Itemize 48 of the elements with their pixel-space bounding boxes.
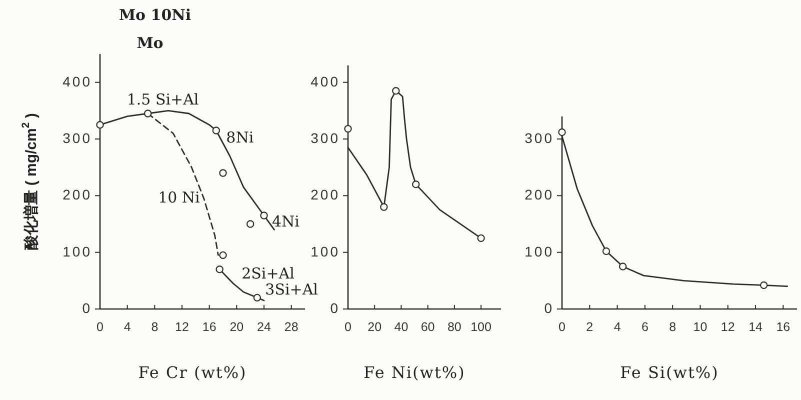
y-tick-label: 100 [524, 243, 554, 260]
x-axis-title: Fe Cr (wt%) [138, 363, 247, 382]
x-tick-label: 10 [693, 320, 708, 334]
x-tick-label: 24 [257, 320, 271, 334]
annotation: 3Si+Al [265, 280, 318, 299]
x-tick-label: 12 [720, 320, 735, 334]
x-tick-label: 4 [614, 320, 621, 334]
y-tick-label: 0 [544, 300, 554, 316]
x-tick-label: 60 [420, 320, 435, 334]
annotation: 10 Ni [158, 188, 200, 206]
x-tick-label: 20 [230, 320, 244, 334]
x-tick-label: 16 [202, 320, 216, 334]
y-tick-label: 0 [82, 300, 92, 316]
x-tick-label: 8 [669, 320, 676, 334]
y-tick-label: 300 [524, 130, 554, 146]
annotation: 1.5 Si+Al [126, 90, 199, 108]
x-tick-label: 20 [368, 320, 382, 334]
x-tick-label: 100 [470, 320, 492, 334]
x-tick-label: 4 [124, 320, 131, 334]
annotation: 4Ni [272, 212, 300, 230]
y-tick-label: 200 [310, 186, 340, 202]
y-tick-label: 100 [62, 243, 92, 260]
x-tick-label: 0 [558, 320, 566, 334]
y-tick-label: 200 [524, 186, 554, 202]
x-tick-label: 14 [748, 320, 763, 334]
y-tick-label: 100 [310, 243, 340, 260]
annotation: 2Si+Al [242, 264, 295, 282]
x-tick-label: 40 [394, 320, 408, 334]
y-tick-label: 400 [62, 73, 92, 90]
x-tick-label: 80 [447, 320, 462, 334]
x-axis-title: Fe Ni(wt%) [364, 363, 466, 382]
x-tick-label: 16 [776, 320, 790, 334]
x-axis-title: Fe Si(wt%) [620, 363, 719, 382]
x-tick-label: 28 [284, 320, 298, 334]
y-tick-label: 300 [310, 130, 340, 146]
x-tick-label: 8 [151, 320, 158, 334]
annotation: 8Ni [226, 128, 254, 146]
x-tick-label: 0 [96, 320, 104, 334]
y-tick-label: 400 [310, 73, 340, 90]
chart-title: Mo 10Ni [118, 6, 192, 24]
x-tick-label: 0 [344, 320, 352, 334]
y-tick-label: 0 [330, 300, 340, 316]
x-tick-label: 2 [586, 320, 594, 334]
y-tick-label: 200 [62, 186, 92, 202]
y-tick-label: 300 [62, 130, 92, 146]
chart-subtitle: Mo [136, 34, 164, 52]
x-tick-label: 6 [641, 320, 648, 334]
x-tick-label: 12 [175, 320, 189, 334]
